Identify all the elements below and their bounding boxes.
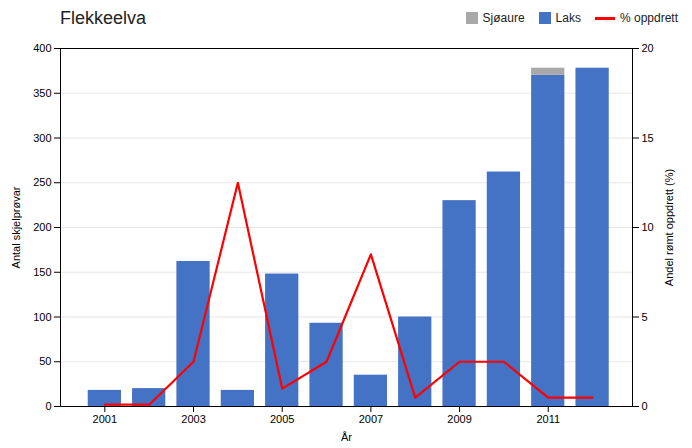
html-text:% oppdrett: % oppdrett (620, 11, 678, 25)
svg-text:2009: 2009 (447, 413, 471, 425)
svg-text:2003: 2003 (181, 413, 205, 425)
svg-text:Antal skjelprøvar: Antal skjelprøvar (10, 186, 22, 268)
svg-text:100: 100 (33, 311, 51, 323)
svg-text:50: 50 (39, 355, 51, 367)
svg-text:0: 0 (45, 400, 51, 412)
svg-text:150: 150 (33, 266, 51, 278)
html-text:Sjøaure: Sjøaure (482, 11, 525, 25)
svg-text:10: 10 (642, 221, 654, 233)
svg-text:350: 350 (33, 87, 51, 99)
svg-text:År: År (341, 431, 352, 443)
html-text:Flekkeelva: Flekkeelva (60, 7, 146, 28)
svg-text:2011: 2011 (536, 413, 560, 425)
svg-text:20: 20 (642, 42, 654, 54)
svg-text:200: 200 (33, 221, 51, 233)
svg-text:250: 250 (33, 176, 51, 188)
svg-text:300: 300 (33, 132, 51, 144)
svg-text:5: 5 (642, 311, 648, 323)
html-text:Laks: Laks (555, 11, 581, 25)
svg-text:2001: 2001 (93, 413, 117, 425)
svg-text:2007: 2007 (359, 413, 383, 425)
svg-text:0: 0 (642, 400, 648, 412)
svg-text:15: 15 (642, 132, 654, 144)
svg-text:Andel rømt oppdrett (%): Andel rømt oppdrett (%) (663, 169, 675, 286)
svg-text:2005: 2005 (270, 413, 294, 425)
svg-text:400: 400 (33, 42, 51, 54)
